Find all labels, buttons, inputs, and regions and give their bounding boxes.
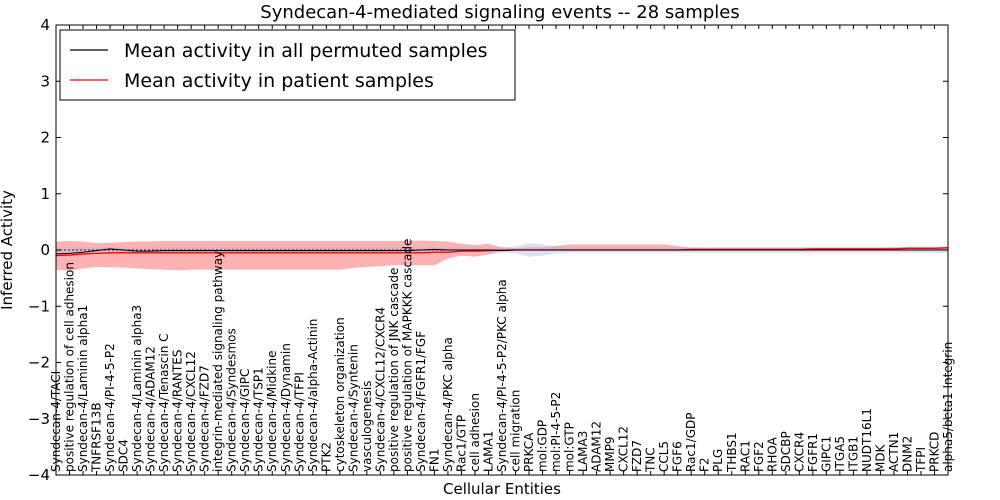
legend: Mean activity in all permuted samples Me… bbox=[59, 29, 516, 101]
x-tick-label: cell migration bbox=[509, 390, 523, 472]
x-tick-label: Syndecan-4/PI-4-5-P2 bbox=[103, 343, 117, 472]
x-tick-label: Syndecan-4/RANTES bbox=[171, 350, 185, 472]
x-tick-label: Syndecan-4/FGFR1/FGF bbox=[414, 331, 428, 472]
x-tick-label: positive regulation of cell adhesion bbox=[63, 262, 77, 472]
y-tick-label: −3 bbox=[28, 410, 50, 428]
x-tick-label: GIPC1 bbox=[819, 436, 833, 472]
x-tick-label: Syndecan-4/PKC alpha bbox=[441, 337, 455, 472]
plot-area: −4 −3 −2 −1 0 1 2 3 4 Syndecan-4/TACI positive re… bbox=[28, 16, 955, 484]
x-tick-label: positive regulation of JNK cascade bbox=[387, 268, 401, 472]
x-tick-label: PRKCD bbox=[927, 432, 941, 472]
x-tick-label: FGFR1 bbox=[806, 433, 820, 472]
x-tick-label: MDK bbox=[873, 443, 887, 472]
y-tick-label: −2 bbox=[28, 354, 50, 372]
x-axis-ticks: Syndecan-4/TACI positive regulation of ce… bbox=[49, 25, 955, 475]
x-tick-label: Syndecan-4/TSP1 bbox=[252, 367, 266, 472]
x-tick-label: Syndecan-4/ADAM12 bbox=[144, 346, 158, 472]
x-tick-label: Syndecan-4/Laminin alpha3 bbox=[130, 305, 144, 472]
legend-box bbox=[59, 29, 516, 101]
x-tick-label: ACTN1 bbox=[887, 432, 901, 472]
series-lines bbox=[55, 247, 949, 257]
y-axis-label: Inferred Activity bbox=[0, 190, 16, 310]
x-tick-label: F2 bbox=[698, 457, 712, 472]
x-tick-label: RAC1 bbox=[738, 440, 752, 472]
x-tick-label: mol:PI-4-5-P2 bbox=[549, 392, 563, 472]
x-tick-label: SDCBP bbox=[779, 431, 793, 472]
x-tick-label: Rac1/GDP bbox=[684, 413, 698, 472]
x-tick-label: Syndecan-4/alpha-Actinin bbox=[306, 319, 320, 472]
x-tick-label: positive regulation of MAPKKK cascade bbox=[400, 239, 414, 472]
x-tick-label: cell adhesion bbox=[468, 393, 482, 472]
x-tick-label: ITGA5 bbox=[833, 436, 847, 472]
x-tick-label: Syndecan-4/Syndesmos bbox=[225, 328, 239, 472]
x-tick-label: LAMA3 bbox=[576, 431, 590, 472]
x-tick-label: SDC4 bbox=[117, 439, 131, 472]
x-tick-label: FZD7 bbox=[630, 440, 644, 472]
x-tick-label: Syndecan-4/Syntenin bbox=[346, 344, 360, 472]
x-tick-label: ADAM12 bbox=[590, 421, 604, 472]
x-tick-label: mol:GDP bbox=[536, 420, 550, 472]
x-tick-label: Syndecan-4/Dynamin bbox=[279, 343, 293, 472]
x-tick-label: Syndecan-4/Laminin alpha1 bbox=[76, 305, 90, 472]
patient-mean-line bbox=[55, 247, 949, 257]
x-tick-label: TNC bbox=[644, 447, 658, 473]
x-tick-label: TNFRSF13B bbox=[90, 402, 104, 473]
plot-frame bbox=[55, 24, 949, 476]
y-tick-label: −1 bbox=[28, 297, 50, 315]
x-tick-label: vasculogenesis bbox=[360, 381, 374, 472]
y-tick-label: 4 bbox=[40, 16, 50, 34]
x-tick-label: CXCR4 bbox=[792, 432, 806, 472]
x-tick-label: Syndecan-4/CXCL12 bbox=[184, 351, 198, 472]
x-tick-label: DNM2 bbox=[900, 436, 914, 472]
x-tick-label: Syndecan-4/TFPI bbox=[292, 372, 306, 472]
permuted-mean-line bbox=[55, 248, 948, 255]
chart-title: Syndecan-4-mediated signaling events -- … bbox=[260, 2, 739, 23]
x-tick-label: LAMA1 bbox=[481, 431, 495, 472]
x-tick-label: cytoskeleton organization bbox=[333, 317, 347, 472]
x-tick-label: CXCL12 bbox=[617, 426, 631, 472]
y-tick-label: 1 bbox=[40, 185, 50, 203]
x-tick-label: mol:GTP bbox=[563, 422, 577, 472]
x-tick-label: FGF2 bbox=[752, 441, 766, 472]
x-tick-label: Syndecan-4/FZD7 bbox=[198, 365, 212, 472]
patient-band bbox=[56, 240, 948, 271]
x-tick-label: Syndecan-4/PI-4-5-P2/PKC alpha bbox=[495, 279, 509, 472]
x-tick-label: CCL5 bbox=[657, 441, 671, 472]
y-axis-ticks: −4 −3 −2 −1 0 1 2 3 4 bbox=[28, 16, 948, 484]
legend-label-patient: Mean activity in patient samples bbox=[124, 70, 434, 92]
x-tick-label: FGF6 bbox=[671, 441, 685, 472]
x-tick-label: Rac1/GTP bbox=[454, 415, 468, 472]
x-tick-label: Syndecan-4/Tenascin C bbox=[157, 333, 171, 472]
x-tick-label: NUDT16L1 bbox=[860, 408, 874, 472]
x-tick-label: integrin-mediated signaling pathway bbox=[211, 251, 225, 472]
y-tick-label: 2 bbox=[40, 129, 50, 147]
x-tick-label: PLG bbox=[711, 449, 725, 472]
x-tick-label: TFPI bbox=[914, 447, 928, 473]
x-tick-label: Syndecan-4/GIPC bbox=[238, 369, 252, 472]
legend-label-permuted: Mean activity in all permuted samples bbox=[124, 40, 487, 62]
y-tick-label: 3 bbox=[40, 72, 50, 90]
x-tick-label: ITGB1 bbox=[846, 436, 860, 472]
x-tick-label: MMP9 bbox=[603, 436, 617, 472]
x-tick-label: PRKCA bbox=[522, 432, 536, 472]
x-tick-label: RHOA bbox=[765, 436, 779, 472]
x-tick-label: FN1 bbox=[427, 448, 441, 472]
x-tick-label: Syndecan-4/CXCL12/CXCR4 bbox=[373, 307, 387, 472]
x-axis-label: Cellular Entities bbox=[443, 480, 561, 498]
y-tick-label: −4 bbox=[28, 466, 50, 484]
x-tick-label: Syndecan-4/Midkine bbox=[265, 351, 279, 472]
x-tick-label: PTK2 bbox=[319, 442, 333, 472]
y-tick-label: 0 bbox=[40, 241, 50, 259]
x-tick-label: THBS1 bbox=[725, 432, 739, 473]
